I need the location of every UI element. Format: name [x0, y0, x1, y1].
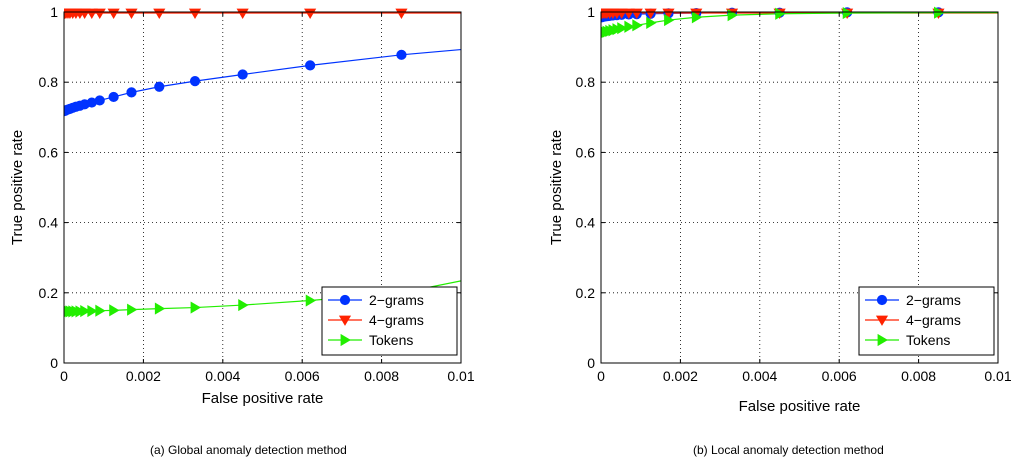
data-point-series-1: [188, 8, 202, 19]
data-point-series-1: [125, 8, 138, 19]
y-tick-label: 0.8: [39, 74, 59, 90]
y-tick-label: 0.8: [576, 74, 596, 90]
data-point-series-0: [396, 49, 407, 60]
x-tick-label: 0.008: [364, 368, 399, 384]
legend-label-1: 4−grams: [369, 312, 424, 328]
plot-frame: [600, 11, 999, 364]
caption-local: (b) Local anomaly detection method: [693, 443, 884, 457]
plot-frame: [63, 11, 462, 364]
data-point-series-1: [93, 8, 106, 19]
data-point-series-0: [189, 76, 201, 87]
data-point-series-2: [154, 302, 166, 315]
data-point-series-1: [107, 8, 120, 19]
data-point-series-2: [95, 304, 106, 317]
data-point-series-2: [691, 11, 703, 24]
x-tick-label: 0.004: [742, 368, 777, 384]
data-point-series-2: [646, 16, 657, 29]
data-point-series-2: [238, 299, 249, 312]
data-point-series-2: [80, 304, 91, 318]
data-point-series-1: [304, 8, 317, 19]
data-point-series-2: [127, 303, 138, 316]
y-tick-label: 1: [587, 4, 595, 20]
x-tick-label: 0.01: [984, 368, 1011, 384]
data-point-series-1: [662, 8, 675, 19]
x-tick-label: 0.01: [447, 368, 474, 384]
legend-marker-0: [339, 294, 351, 306]
data-point-series-2: [617, 22, 628, 35]
data-point-series-1: [395, 8, 408, 19]
legend-label-0: 2−grams: [369, 292, 424, 308]
data-point-series-2: [87, 304, 98, 318]
x-axis-label: False positive rate: [739, 398, 861, 415]
data-point-series-1: [615, 8, 628, 19]
legend-label-0: 2−grams: [906, 292, 961, 308]
x-tick-label: 0.002: [663, 368, 698, 384]
x-tick-label: 0.006: [285, 368, 320, 384]
y-axis-label: True positive rate: [9, 130, 26, 245]
data-point-series-0: [126, 87, 137, 98]
legend-marker-1: [338, 315, 352, 326]
data-point-series-1: [630, 8, 643, 19]
legend-marker-2: [877, 333, 888, 347]
legend-marker-1: [875, 315, 889, 326]
data-point-series-2: [624, 20, 635, 33]
y-tick-label: 0.4: [576, 215, 596, 231]
y-tick-label: 0.6: [39, 144, 59, 160]
x-tick-label: 0.006: [822, 368, 857, 384]
y-tick-label: 0.6: [576, 144, 596, 160]
data-point-series-0: [237, 69, 248, 80]
legend-marker-0: [876, 294, 888, 306]
y-tick-label: 0: [587, 355, 595, 371]
x-tick-label: 0: [60, 368, 68, 384]
data-point-series-2: [305, 294, 317, 307]
legend-label-2: Tokens: [906, 332, 950, 348]
y-tick-label: 0.2: [39, 285, 59, 301]
data-point-series-1: [85, 8, 98, 19]
data-point-series-1: [78, 8, 91, 19]
data-point-series-0: [94, 95, 105, 106]
data-point-series-2: [842, 6, 854, 20]
x-tick-label: 0.002: [126, 368, 161, 384]
y-tick-label: 0.2: [576, 285, 596, 301]
data-point-series-2: [775, 7, 786, 20]
data-point-series-1: [236, 8, 249, 19]
data-point-series-2: [934, 6, 945, 19]
data-point-series-0: [108, 91, 119, 103]
legend-label-1: 4−grams: [906, 312, 961, 328]
data-point-series-2: [664, 13, 675, 27]
data-point-series-2: [109, 304, 120, 317]
data-point-series-2: [190, 301, 201, 314]
data-point-series-1: [622, 8, 635, 19]
chart-panel-global: 0 0.002 0.004 0.006 0.008 0.01 0 0.2 0.4 0.6 0.8 1 F…: [9, 4, 475, 407]
legend-label-2: Tokens: [369, 332, 413, 348]
plot-area: [64, 8, 462, 318]
data-point-series-2: [632, 19, 643, 32]
legend-marker-2: [340, 333, 351, 347]
y-tick-label: 0.4: [39, 215, 59, 231]
data-point-series-1: [644, 8, 657, 19]
caption-global: (a) Global anomaly detection method: [150, 443, 347, 457]
chart-panel-local: 0 0.002 0.004 0.006 0.008 0.01 0 0.2 0.4 0.6 0.8 1 F…: [548, 4, 1012, 415]
y-axis-label: True positive rate: [548, 130, 565, 245]
x-tick-label: 0.004: [205, 368, 240, 384]
y-tick-label: 0: [50, 355, 58, 371]
data-point-series-0: [154, 81, 165, 92]
data-point-series-2: [727, 9, 738, 22]
y-tick-label: 1: [50, 4, 58, 20]
data-point-series-1: [153, 8, 166, 19]
data-point-series-0: [305, 60, 316, 71]
x-axis-label: False positive rate: [202, 390, 324, 407]
x-tick-label: 0: [597, 368, 605, 384]
x-tick-label: 0.008: [901, 368, 936, 384]
